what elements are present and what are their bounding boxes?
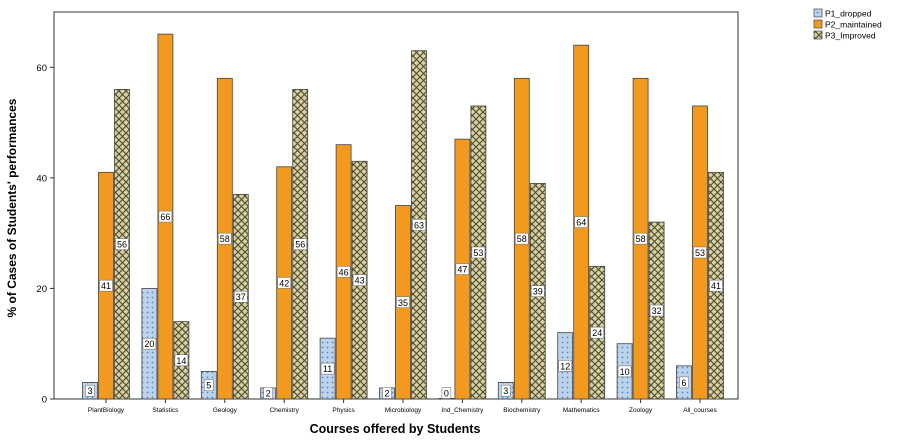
value-label: 64 (576, 218, 586, 228)
value-label: 24 (592, 328, 602, 338)
value-label: 6 (681, 378, 686, 388)
legend-swatch (813, 30, 823, 40)
value-label-box (263, 387, 273, 399)
value-label: 2 (384, 389, 389, 399)
value-label: 11 (323, 364, 332, 374)
value-label: 20 (144, 339, 154, 349)
value-label-box (158, 210, 173, 223)
value-label: 5 (206, 381, 211, 391)
value-label-box (515, 232, 529, 245)
value-label: 32 (652, 306, 662, 316)
value-label: 46 (339, 267, 349, 277)
value-label-box (455, 263, 470, 275)
value-label-box (293, 238, 307, 250)
value-label-box (320, 362, 335, 375)
value-label: 41 (711, 281, 721, 291)
y-axis-title: % of Cases of Students' performances (5, 98, 19, 317)
category-label: Zoology (629, 407, 653, 414)
value-label-box (352, 274, 367, 286)
value-label-box (679, 376, 689, 389)
category-labels: PlantBiology Statistics Geology Chemistry Ph… (88, 399, 718, 414)
value-label-box (382, 387, 392, 399)
value-label: 58 (517, 234, 527, 244)
value-label-box (471, 246, 486, 259)
value-label: 56 (117, 240, 127, 250)
value-label-box (277, 277, 291, 289)
value-label: 35 (398, 298, 408, 308)
category-label: Chemistry (270, 407, 300, 414)
value-label: 58 (636, 234, 646, 244)
category-label: Physics (332, 407, 355, 414)
value-label: 37 (236, 292, 246, 302)
legend-label: P1_dropped (825, 9, 872, 19)
category-label: All_courses (683, 407, 717, 414)
value-label-box (234, 290, 248, 303)
value-label: 42 (279, 278, 289, 288)
value-label: 66 (160, 212, 170, 222)
bars-layer: 3415620661455837242561146432356304753358… (82, 33, 724, 400)
legend-label: P2_maintained (825, 20, 882, 30)
y-tick-label: 60 (36, 63, 47, 74)
value-label: 12 (560, 361, 570, 371)
value-label-box (693, 246, 707, 259)
value-label: 3 (503, 386, 508, 396)
y-tick-label: 0 (42, 395, 47, 406)
category-label: Ind_Chemistry (441, 407, 484, 414)
value-label-box (142, 337, 157, 350)
value-label-box (617, 365, 632, 378)
category-label: Microbiology (385, 407, 422, 414)
value-label-box (396, 296, 410, 308)
y-tick-label: 20 (36, 284, 47, 295)
value-label-box (204, 379, 214, 391)
y-tick-label: 40 (36, 173, 47, 184)
value-label-box (218, 232, 232, 245)
category-label: PlantBiology (88, 407, 125, 414)
category-label: Biochemistry (503, 407, 541, 414)
value-label: 14 (176, 356, 186, 366)
value-label: 41 (101, 281, 111, 291)
value-label-box (531, 285, 545, 297)
value-label: 63 (414, 220, 424, 230)
value-label-box (441, 387, 452, 399)
value-label: 58 (220, 234, 230, 244)
value-label: 39 (533, 287, 543, 297)
value-label-box (99, 279, 113, 292)
legend-swatch (813, 8, 823, 18)
value-label: 43 (355, 276, 365, 286)
value-label-box (709, 279, 723, 292)
value-label: 0 (444, 389, 449, 399)
category-label: Statistics (152, 407, 179, 414)
value-label-box (590, 326, 604, 339)
value-label-box (412, 219, 426, 231)
value-label-box (115, 238, 129, 250)
value-label-box (174, 354, 189, 367)
value-label: 56 (295, 240, 305, 250)
category-label: Geology (213, 407, 238, 414)
value-label: 10 (620, 367, 630, 377)
value-label-box (649, 304, 664, 317)
value-label-box (558, 360, 572, 372)
legend-swatch (813, 19, 823, 29)
value-label: 47 (457, 265, 467, 275)
value-label: 53 (473, 248, 483, 258)
value-label-box (633, 232, 648, 245)
value-label: 2 (266, 389, 271, 399)
value-label-box (574, 216, 588, 228)
x-axis-title: Courses offered by Students (310, 422, 481, 436)
value-label-box (85, 384, 95, 397)
value-label-box (336, 266, 351, 278)
value-label-box (501, 384, 511, 397)
value-label: 3 (87, 386, 92, 396)
y-axis: 0 20 40 60 (36, 63, 54, 406)
legend-label: P3_Improved (825, 31, 876, 41)
value-label: 53 (695, 248, 705, 258)
category-label: Mathematics (563, 407, 601, 414)
